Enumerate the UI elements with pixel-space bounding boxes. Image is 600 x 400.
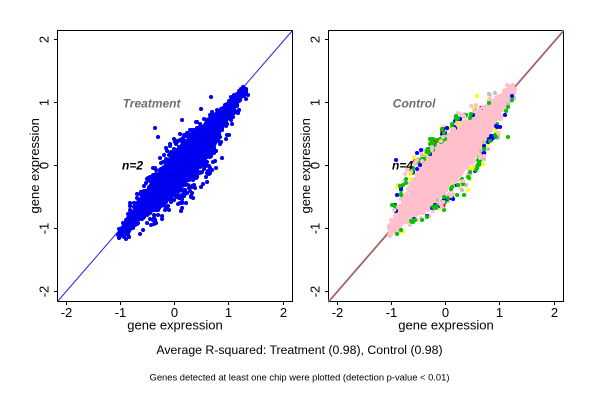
svg-text:-2: -2	[37, 286, 52, 298]
svg-text:-2: -2	[332, 305, 344, 320]
svg-text:Genes detected at least one ch: Genes detected at least one chip were pl…	[150, 372, 450, 383]
svg-text:-1: -1	[115, 305, 127, 320]
svg-text:0: 0	[308, 162, 323, 169]
svg-text:1: 1	[496, 305, 503, 320]
svg-text:n=2: n=2	[122, 159, 143, 173]
svg-text:1: 1	[308, 99, 323, 106]
svg-text:Treatment: Treatment	[123, 97, 182, 111]
svg-text:-1: -1	[308, 223, 323, 235]
svg-text:gene expression: gene expression	[298, 118, 313, 213]
svg-text:0: 0	[171, 305, 178, 320]
svg-text:Average R-squared: Treatment (: Average R-squared: Treatment (0.98), Con…	[156, 343, 442, 357]
svg-text:1: 1	[37, 99, 52, 106]
svg-text:n=4: n=4	[392, 159, 413, 173]
svg-text:gene expression: gene expression	[398, 318, 493, 333]
svg-text:-2: -2	[308, 286, 323, 298]
svg-text:2: 2	[551, 305, 558, 320]
svg-text:-1: -1	[386, 305, 398, 320]
svg-text:2: 2	[308, 36, 323, 43]
svg-text:0: 0	[442, 305, 449, 320]
svg-text:0: 0	[37, 162, 52, 169]
svg-text:2: 2	[37, 36, 52, 43]
svg-text:gene expression: gene expression	[127, 318, 222, 333]
svg-text:-1: -1	[37, 223, 52, 235]
svg-text:-2: -2	[61, 305, 73, 320]
svg-text:Control: Control	[393, 97, 436, 111]
svg-text:2: 2	[280, 305, 287, 320]
svg-text:1: 1	[225, 305, 232, 320]
svg-text:gene expression: gene expression	[27, 118, 42, 213]
